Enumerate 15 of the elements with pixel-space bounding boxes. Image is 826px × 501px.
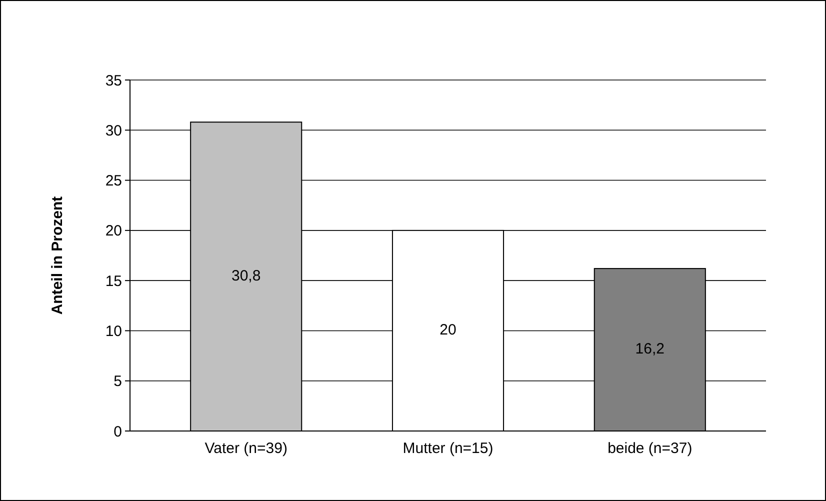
y-tick-label: 10 — [105, 322, 122, 340]
x-tick-label: beide (n=37) — [608, 440, 692, 457]
y-tick-label: 0 — [114, 423, 122, 440]
y-tick-label: 25 — [105, 172, 122, 190]
y-tick-label: 35 — [105, 72, 122, 90]
y-tick-label: 15 — [105, 272, 122, 290]
y-axis-title: Anteil in Prozent — [49, 196, 66, 315]
data-label: 20 — [440, 322, 456, 339]
data-label: 16,2 — [635, 340, 665, 358]
y-tick-label: 5 — [114, 373, 122, 390]
y-tick-label: 30 — [105, 122, 122, 140]
x-tick-label: Mutter (n=15) — [402, 440, 494, 457]
data-label: 30,8 — [231, 268, 261, 285]
y-tick-label: 20 — [105, 222, 122, 240]
x-tick-label: Vater (n=39) — [204, 440, 288, 457]
